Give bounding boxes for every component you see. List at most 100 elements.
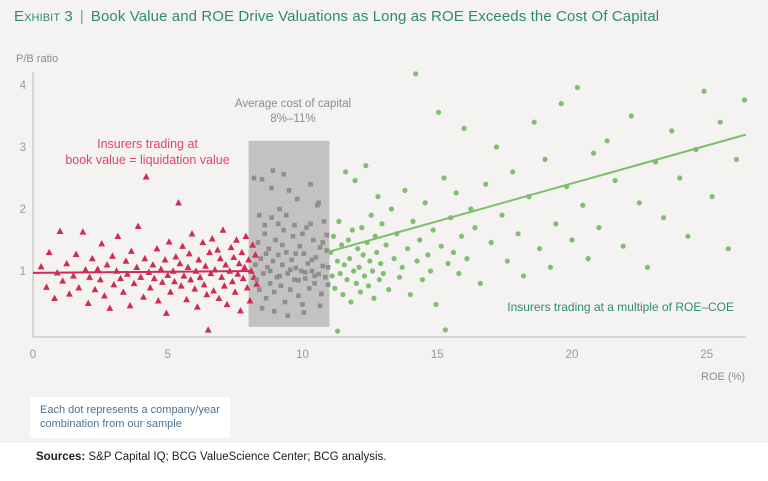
data-point — [701, 88, 707, 94]
data-point — [281, 171, 286, 177]
data-point — [239, 274, 247, 282]
data-point — [419, 277, 426, 283]
data-point — [288, 287, 293, 292]
annotation-book-value: Insurers trading at book value = liquida… — [45, 136, 250, 168]
data-point — [324, 248, 330, 253]
data-point — [294, 196, 300, 202]
data-point — [725, 246, 731, 252]
data-point — [185, 249, 193, 257]
data-point — [316, 271, 321, 277]
data-point — [590, 150, 597, 156]
data-point — [302, 269, 308, 275]
data-point — [177, 282, 185, 289]
x-tick-label: 25 — [700, 349, 713, 361]
data-point — [292, 277, 297, 282]
data-point — [284, 250, 289, 255]
data-point — [306, 286, 312, 291]
data-point — [123, 270, 131, 277]
data-point — [241, 263, 248, 270]
data-point — [275, 252, 281, 258]
data-point — [383, 242, 389, 248]
data-point — [203, 290, 211, 298]
data-point — [410, 218, 416, 224]
data-point — [461, 125, 467, 131]
data-point — [669, 128, 675, 134]
data-point — [292, 222, 297, 228]
sources-line: Sources: S&P Capital IQ; BCG ValueScienc… — [36, 451, 386, 463]
data-point — [413, 71, 419, 77]
data-point — [288, 267, 293, 273]
data-point — [464, 256, 470, 262]
data-point — [254, 277, 259, 282]
data-point — [88, 254, 96, 262]
data-point — [199, 238, 207, 246]
data-point — [122, 257, 130, 264]
data-point — [456, 270, 462, 277]
data-point — [206, 248, 213, 256]
data-point — [488, 239, 494, 246]
data-point — [347, 256, 353, 262]
data-point — [253, 262, 258, 268]
sources-text: S&P Capital IQ; BCG ValueScience Center;… — [85, 451, 387, 463]
data-point — [171, 277, 178, 285]
data-point — [216, 254, 224, 262]
data-point — [284, 212, 289, 218]
title-separator: | — [79, 8, 84, 25]
data-point — [733, 156, 739, 162]
data-point — [183, 295, 191, 303]
data-point — [114, 232, 122, 239]
data-point — [337, 270, 343, 277]
data-point — [133, 263, 141, 270]
data-point — [340, 291, 346, 298]
data-point — [344, 277, 350, 283]
data-point — [604, 138, 610, 144]
data-point — [45, 248, 53, 256]
data-point — [320, 263, 326, 269]
data-point — [282, 299, 288, 305]
data-point — [37, 262, 45, 270]
data-point — [257, 212, 262, 218]
data-point — [196, 273, 204, 280]
data-point — [195, 256, 203, 263]
data-point — [580, 202, 586, 208]
x-tick-label: 15 — [431, 349, 444, 361]
data-point — [334, 258, 341, 264]
data-point — [531, 119, 537, 125]
data-point — [414, 258, 420, 264]
data-point — [154, 297, 162, 304]
data-point — [304, 225, 309, 230]
data-point — [270, 168, 276, 173]
data-point — [184, 263, 192, 270]
data-point — [425, 252, 431, 258]
data-point — [219, 226, 227, 233]
data-point — [301, 251, 307, 256]
data-point — [215, 294, 223, 301]
data-point — [253, 280, 261, 287]
data-point — [324, 232, 330, 238]
data-point — [223, 300, 231, 308]
data-point — [149, 261, 157, 268]
data-point — [402, 187, 408, 193]
data-point — [222, 261, 230, 268]
note-box: Each dot represents a company/year combi… — [30, 397, 230, 438]
data-point — [644, 264, 651, 270]
data-point — [316, 200, 321, 206]
data-point — [86, 273, 93, 280]
data-point — [547, 264, 554, 270]
data-point — [255, 240, 261, 245]
data-point — [442, 327, 448, 333]
data-point — [72, 250, 80, 257]
data-point — [433, 301, 439, 308]
data-point — [237, 306, 244, 314]
data-point — [164, 271, 172, 279]
data-point — [636, 200, 642, 206]
data-point — [275, 221, 281, 227]
data-point — [279, 242, 285, 248]
data-point — [309, 257, 315, 263]
data-point — [126, 302, 134, 309]
data-point — [267, 268, 273, 274]
data-point — [227, 243, 235, 251]
data-point — [163, 309, 170, 316]
data-point — [296, 293, 301, 299]
data-point — [271, 309, 277, 314]
